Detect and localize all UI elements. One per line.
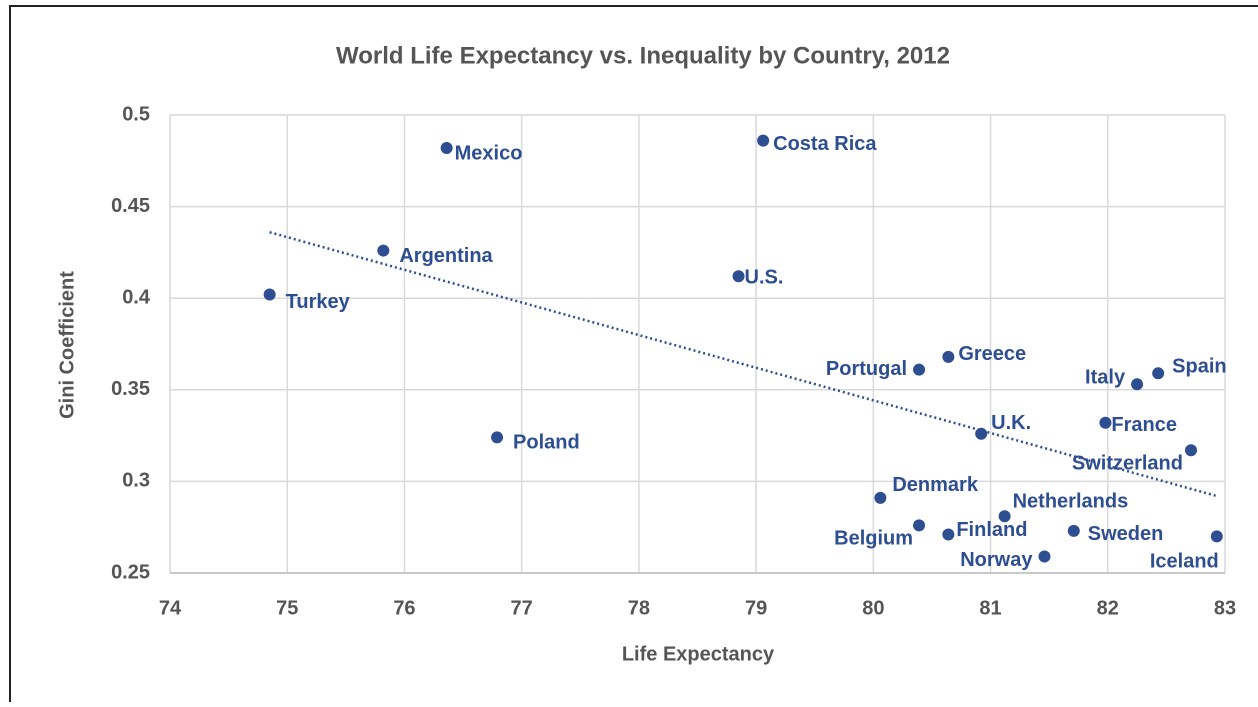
point bbox=[942, 350, 955, 363]
x-tick-label: 74 bbox=[159, 597, 182, 619]
y-tick-label: 0.45 bbox=[111, 195, 150, 217]
point-label: Poland bbox=[513, 432, 580, 454]
point bbox=[998, 510, 1011, 523]
point bbox=[757, 134, 770, 147]
point bbox=[1185, 444, 1198, 457]
point-label: Italy bbox=[1085, 367, 1126, 389]
y-tick-label: 0.35 bbox=[111, 378, 150, 400]
point-label: Netherlands bbox=[1013, 490, 1129, 512]
point-label: Sweden bbox=[1088, 523, 1164, 545]
point-label: France bbox=[1111, 414, 1177, 436]
y-tick-label: 0.3 bbox=[122, 470, 150, 492]
point-label: Switzerland bbox=[1072, 453, 1183, 475]
point-label: U.K. bbox=[991, 412, 1031, 434]
point-label: Costa Rica bbox=[773, 133, 877, 155]
point bbox=[1152, 367, 1165, 380]
point bbox=[1067, 524, 1080, 537]
y-tick-label: 0.25 bbox=[111, 561, 150, 583]
point bbox=[1038, 550, 1051, 563]
x-tick-label: 78 bbox=[628, 597, 650, 619]
point-label: Denmark bbox=[892, 474, 978, 496]
point bbox=[1131, 378, 1144, 391]
point bbox=[942, 528, 955, 541]
x-tick-label: 83 bbox=[1214, 597, 1236, 619]
point bbox=[732, 270, 745, 283]
point bbox=[491, 431, 504, 444]
point-label: Iceland bbox=[1150, 551, 1219, 573]
point bbox=[377, 244, 390, 257]
point-label: Portugal bbox=[826, 358, 907, 380]
point bbox=[913, 363, 926, 376]
x-tick-label: 79 bbox=[745, 597, 767, 619]
point-label: Argentina bbox=[399, 245, 493, 267]
point-label: U.S. bbox=[745, 266, 784, 288]
y-axis-label: Gini Coefficient bbox=[56, 271, 78, 419]
y-tick-label: 0.5 bbox=[122, 103, 150, 125]
trendline bbox=[269, 231, 1218, 498]
point-label: Greece bbox=[958, 343, 1026, 365]
x-tick-label: 82 bbox=[1097, 597, 1119, 619]
x-tick-label: 76 bbox=[393, 597, 415, 619]
point bbox=[874, 491, 887, 504]
x-tick-label: 81 bbox=[979, 597, 1001, 619]
point bbox=[440, 141, 453, 154]
chart-title: World Life Expectancy vs. Inequality by … bbox=[336, 42, 950, 69]
y-tick-label: 0.4 bbox=[122, 286, 151, 308]
point bbox=[975, 427, 988, 440]
point-label: Mexico bbox=[455, 142, 523, 164]
point bbox=[1210, 530, 1223, 543]
frame bbox=[9, 5, 1258, 702]
x-axis-label: Life Expectancy bbox=[622, 643, 775, 665]
x-tick-label: 77 bbox=[511, 597, 533, 619]
point bbox=[263, 288, 276, 301]
x-tick-label: 75 bbox=[276, 597, 298, 619]
point-label: Finland bbox=[956, 519, 1027, 541]
point-label: Spain bbox=[1172, 356, 1226, 378]
point bbox=[1099, 416, 1112, 429]
point-label: Norway bbox=[960, 549, 1033, 571]
point bbox=[913, 519, 926, 532]
point-label: Belgium bbox=[834, 528, 913, 550]
x-tick-label: 80 bbox=[862, 597, 884, 619]
point-label: Turkey bbox=[286, 291, 351, 313]
